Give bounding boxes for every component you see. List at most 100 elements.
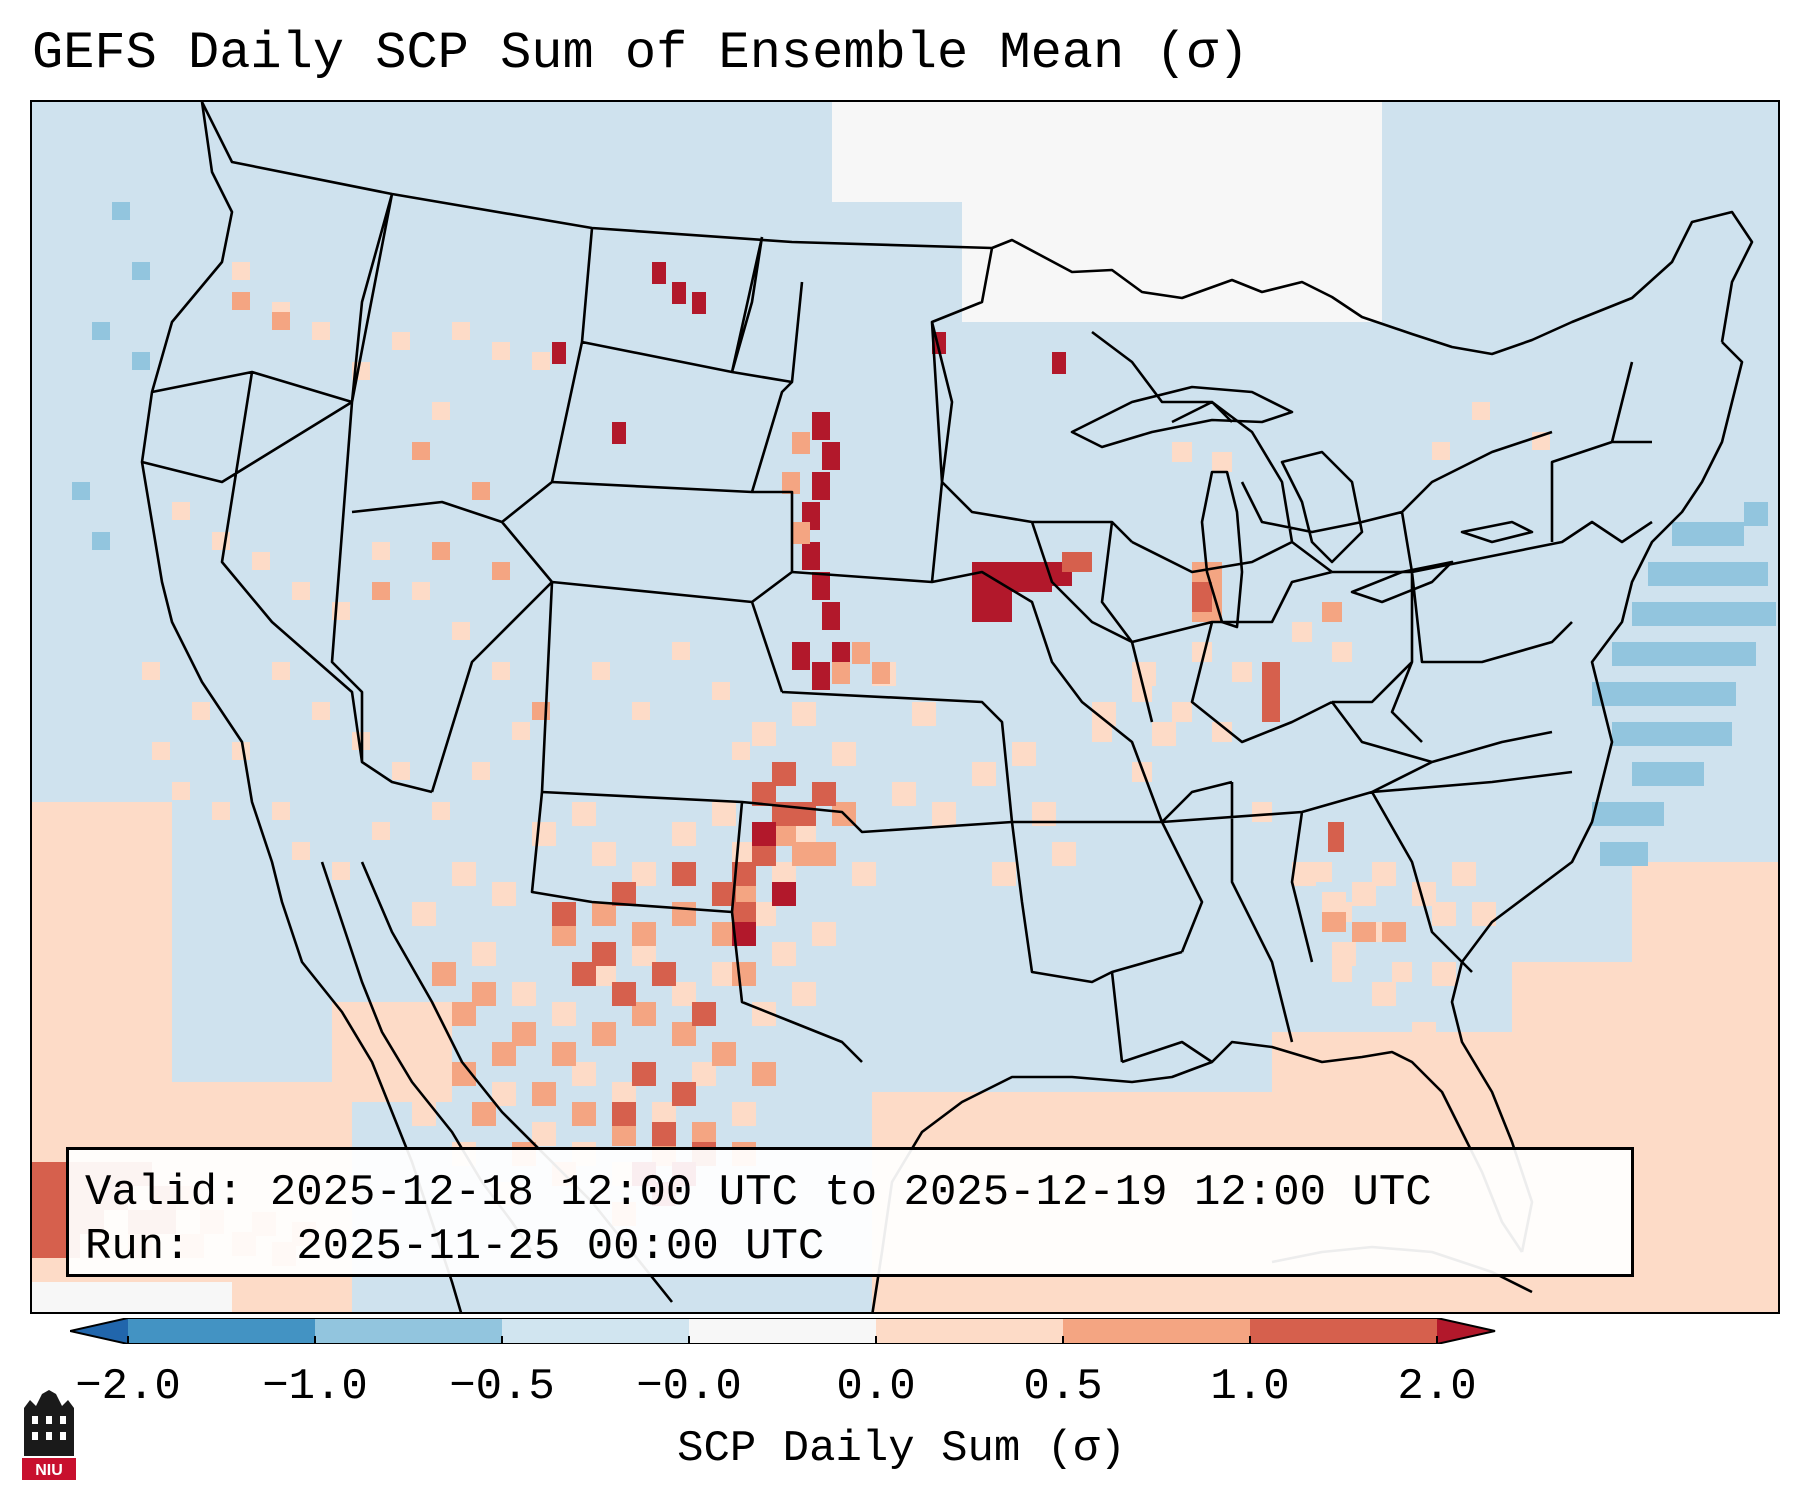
anomaly-cell-negative <box>92 322 110 340</box>
lake-erie <box>1350 560 1454 604</box>
anomaly-cell-positive <box>732 1102 756 1126</box>
anomaly-cell-positive <box>1412 1022 1436 1046</box>
anomaly-cell-positive <box>492 342 510 360</box>
anomaly-cell-positive <box>592 662 610 680</box>
anomaly-cell-positive <box>932 802 956 826</box>
anomaly-cell-extreme <box>1012 562 1052 592</box>
anomaly-cell-negative <box>1660 642 1684 666</box>
anomaly-cell-positive <box>1322 602 1342 622</box>
anomaly-cell-negative <box>132 262 150 280</box>
anomaly-cell-negative <box>1660 722 1684 746</box>
anomaly-cell-positive <box>1172 702 1192 722</box>
anomaly-cell-positive <box>332 862 350 880</box>
anomaly-cell-positive <box>312 702 330 720</box>
anomaly-cell-negative <box>1636 642 1660 666</box>
anomaly-cell-high <box>672 1082 696 1106</box>
anomaly-cell-extreme <box>812 572 830 600</box>
anomaly-cell-positive <box>572 802 596 826</box>
anomaly-area-pacific <box>32 802 172 1102</box>
anomaly-cell-positive <box>772 942 796 966</box>
anomaly-cell-extreme <box>772 882 796 906</box>
anomaly-cell-high <box>32 1162 56 1186</box>
anomaly-cell-positive <box>572 1102 596 1126</box>
anomaly-cell-positive <box>592 1022 616 1046</box>
anomaly-cell-positive <box>392 762 410 780</box>
anomaly-cell-negative <box>1696 562 1720 586</box>
anomaly-cell-positive <box>1392 962 1412 982</box>
anomaly-cell-positive <box>632 922 656 946</box>
anomaly-cell-positive <box>472 762 490 780</box>
anomaly-cell-positive <box>792 522 810 544</box>
valid-label: Valid: <box>85 1168 244 1218</box>
anomaly-cell-positive <box>272 662 290 680</box>
colorbar-segments <box>70 1318 1496 1344</box>
anomaly-cell-positive <box>892 782 916 806</box>
colorbar-segment <box>502 1318 689 1344</box>
anomaly-cell-high <box>552 902 576 926</box>
anomaly-cell-positive <box>812 842 836 866</box>
anomaly-cell-positive <box>732 742 750 760</box>
anomaly-cell-negative <box>1640 682 1664 706</box>
colorbar <box>70 1318 1496 1344</box>
anomaly-cell-positive <box>172 502 190 520</box>
anomaly-cell-positive <box>1352 922 1376 942</box>
anomaly-cell-high <box>1328 822 1344 852</box>
anomaly-cell-high <box>1062 552 1092 572</box>
anomaly-area-baja <box>332 1002 452 1102</box>
anomaly-cell-positive <box>272 802 290 820</box>
anomaly-cell-negative <box>1656 762 1680 786</box>
anomaly-cell-positive <box>492 562 510 580</box>
anomaly-cell-high <box>772 762 796 786</box>
anomaly-cell-high <box>612 882 636 906</box>
anomaly-cell-negative <box>1672 522 1696 546</box>
anomaly-cell-negative <box>1648 562 1672 586</box>
colorbar-tick-label: 2.0 <box>1397 1362 1477 1412</box>
anomaly-cell-positive <box>552 1042 576 1066</box>
colorbar-extend-high <box>1437 1318 1495 1344</box>
anomaly-cell-positive <box>452 1002 476 1026</box>
anomaly-cell-positive <box>752 1062 776 1086</box>
colorbar-tick-label: −0.5 <box>449 1362 555 1412</box>
anomaly-cell-positive <box>212 802 230 820</box>
colorbar-segment <box>128 1318 315 1344</box>
anomaly-cell-negative <box>1720 522 1744 546</box>
anomaly-cell-positive <box>152 742 170 760</box>
anomaly-cell-high <box>572 962 596 986</box>
colorbar-tick-label: −1.0 <box>262 1362 368 1412</box>
anomaly-cell-positive <box>532 822 556 846</box>
anomaly-cell-positive <box>232 742 250 760</box>
anomaly-cell-positive <box>832 662 850 684</box>
anomaly-cell-positive <box>232 292 250 310</box>
anomaly-cell-extreme <box>552 342 566 364</box>
anomaly-cell-negative <box>1680 762 1704 786</box>
anomaly-cell-extreme <box>812 662 830 690</box>
anomaly-cell-positive <box>412 902 436 926</box>
anomaly-cell-negative <box>1696 522 1720 546</box>
colorbar-extend-low <box>70 1318 128 1344</box>
anomaly-cell-negative <box>1624 842 1648 866</box>
anomaly-cell-positive <box>492 882 516 906</box>
colorbar-segment <box>315 1318 502 1344</box>
anomaly-cell-negative <box>1632 602 1656 626</box>
anomaly-cell-positive <box>1212 722 1232 742</box>
anomaly-cell-negative <box>1688 682 1712 706</box>
lake-ontario <box>1460 520 1534 544</box>
colorbar-tick-label: −0.0 <box>636 1362 742 1412</box>
anomaly-cell-positive <box>1472 402 1490 420</box>
lake-michigan <box>1200 470 1244 629</box>
anomaly-cell-negative <box>1632 762 1656 786</box>
anomaly-cell-positive <box>912 702 936 726</box>
run-label: Run: <box>85 1222 191 1272</box>
anomaly-cell-negative <box>1752 602 1776 626</box>
anomaly-cell-positive <box>1092 722 1112 742</box>
anomaly-cell-positive <box>1292 862 1316 886</box>
anomaly-cell-positive <box>592 842 616 866</box>
anomaly-cell-positive <box>1432 442 1450 460</box>
anomaly-cell-positive <box>292 582 310 600</box>
anomaly-cell-extreme <box>692 292 706 314</box>
anomaly-cell-negative <box>1708 642 1732 666</box>
map-panel <box>30 100 1780 1314</box>
anomaly-cell-positive <box>1372 862 1396 886</box>
lake-superior <box>1070 385 1294 449</box>
anomaly-cell-high <box>32 1210 56 1234</box>
